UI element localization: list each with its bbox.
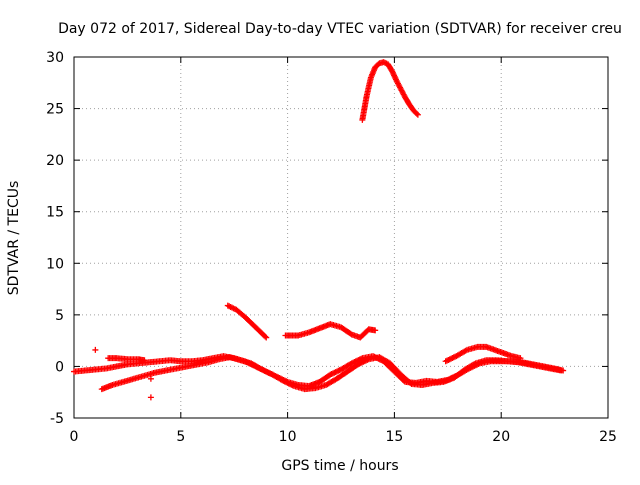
x-tick-label: 25 (599, 429, 617, 445)
y-tick-label: 25 (46, 102, 64, 118)
data-point (517, 355, 524, 362)
data-point (141, 357, 148, 364)
data-point (413, 110, 420, 117)
data-point (92, 346, 99, 353)
data-marks (71, 59, 567, 401)
data-point (262, 333, 269, 340)
y-tick-label: 30 (46, 50, 64, 66)
x-tick-label: 15 (385, 429, 403, 445)
y-tick-label: -5 (50, 411, 64, 427)
x-axis-label: GPS time / hours (281, 458, 398, 474)
grid (74, 57, 608, 418)
series-high-arc (359, 59, 421, 123)
series-mid-segment-b (282, 321, 379, 341)
y-tick-label: 10 (46, 256, 64, 272)
data-point (407, 379, 414, 386)
series-mid-segment-a (224, 302, 270, 341)
data-point (147, 394, 154, 401)
data-point (471, 361, 478, 368)
data-point (414, 111, 421, 118)
series-evening-arc (442, 343, 524, 365)
x-tick-label: 20 (492, 429, 510, 445)
series-outliers (92, 346, 154, 401)
y-tick-label: 0 (55, 359, 64, 375)
axis-ticks: 0 5 10 15 20 25 -5 0 5 10 15 20 25 30 (46, 50, 617, 445)
data-point (147, 375, 154, 382)
series-upper-branch (105, 355, 148, 364)
chart-title: Day 072 of 2017, Sidereal Day-to-day VTE… (58, 21, 622, 37)
series-lower-branch (98, 354, 565, 393)
x-tick-label: 10 (279, 429, 297, 445)
y-axis-label: SDTVAR / TECUs (6, 181, 22, 296)
y-tick-label: 15 (46, 205, 64, 221)
plot-frame (73, 56, 609, 419)
data-point (263, 334, 270, 341)
data-point (372, 327, 379, 334)
y-tick-label: 5 (55, 308, 64, 324)
y-tick-label: 20 (46, 153, 64, 169)
x-tick-label: 5 (176, 429, 185, 445)
data-point (462, 347, 469, 354)
x-tick-label: 0 (70, 429, 79, 445)
data-point (558, 367, 565, 374)
